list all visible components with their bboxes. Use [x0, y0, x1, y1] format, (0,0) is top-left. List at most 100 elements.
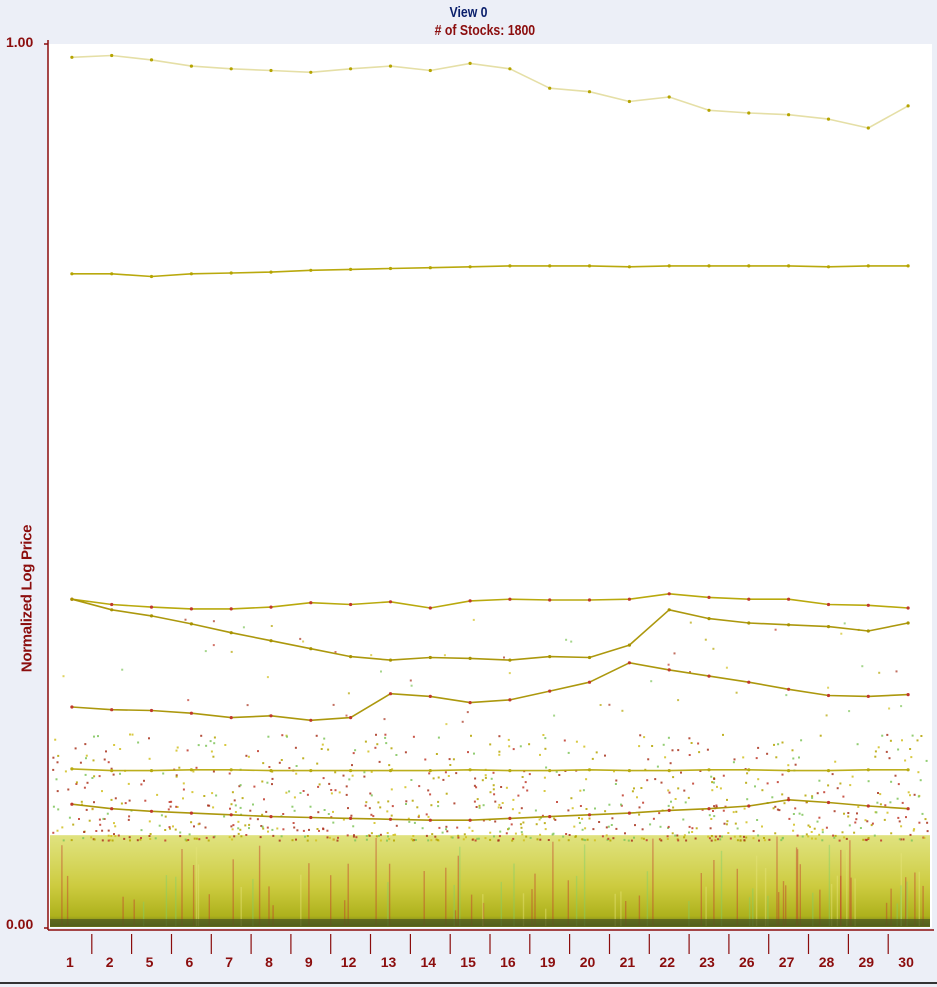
data-point — [428, 606, 432, 610]
data-point — [388, 600, 393, 604]
data-point — [508, 264, 512, 268]
data-point — [587, 264, 592, 268]
data-point — [906, 621, 910, 625]
data-point — [787, 687, 791, 691]
data-point — [349, 816, 353, 821]
data-point — [866, 603, 870, 607]
data-point — [548, 264, 552, 268]
data-point — [826, 800, 831, 805]
data-point — [428, 655, 432, 660]
data-point — [229, 67, 233, 71]
x-tick-label: 22 — [659, 954, 675, 970]
data-point — [747, 621, 751, 625]
x-tick-label: 9 — [305, 954, 313, 970]
data-point — [110, 53, 114, 58]
data-point — [787, 264, 791, 268]
y-tick-min: 0.00 — [6, 916, 34, 932]
x-tick-label: 13 — [381, 954, 397, 970]
data-point — [269, 769, 273, 773]
data-point — [906, 807, 910, 811]
data-point — [149, 605, 154, 609]
data-point — [388, 692, 393, 696]
data-point — [428, 694, 432, 699]
data-point — [508, 698, 512, 702]
data-point — [587, 813, 592, 817]
data-point — [110, 708, 114, 712]
data-point — [747, 597, 751, 601]
data-point — [667, 264, 671, 268]
data-point — [627, 265, 632, 269]
data-point — [747, 680, 751, 684]
data-point — [508, 816, 512, 821]
data-point — [866, 694, 870, 699]
data-point — [229, 631, 233, 635]
data-point — [906, 104, 910, 108]
x-tick-label: 1 — [66, 954, 74, 970]
data-point — [149, 58, 154, 62]
data-point — [906, 264, 910, 268]
data-point — [468, 599, 472, 603]
data-point — [468, 818, 472, 822]
data-point — [826, 265, 831, 269]
data-point — [866, 804, 870, 808]
data-point — [110, 769, 114, 773]
data-point — [787, 597, 791, 601]
data-point — [906, 606, 910, 610]
data-point — [349, 267, 353, 271]
y-tick-max: 1.00 — [6, 34, 34, 50]
chart-title: View 0 — [449, 4, 488, 21]
data-point — [508, 67, 512, 71]
x-tick-label: 30 — [898, 954, 914, 970]
data-point — [309, 769, 313, 773]
data-point — [627, 597, 632, 601]
data-point — [866, 264, 870, 268]
x-tick-label: 16 — [500, 954, 516, 970]
data-point — [548, 769, 552, 773]
data-point — [787, 623, 791, 627]
x-tick-label: 29 — [859, 954, 875, 970]
data-point — [707, 617, 711, 621]
data-point — [110, 272, 114, 276]
data-point — [309, 70, 313, 74]
data-point — [388, 817, 393, 821]
data-point — [866, 768, 870, 772]
data-point — [229, 716, 233, 720]
data-point — [787, 769, 791, 773]
data-point — [70, 705, 74, 709]
data-point — [826, 602, 831, 607]
data-point — [349, 602, 353, 607]
data-point — [548, 689, 552, 693]
data-point — [269, 605, 273, 609]
data-point — [269, 714, 273, 718]
series-2 — [70, 597, 910, 662]
x-tick-label: 19 — [540, 954, 556, 970]
data-point — [548, 86, 552, 90]
data-point — [787, 113, 791, 117]
data-point — [70, 767, 74, 771]
data-point — [866, 126, 870, 130]
data-point — [149, 809, 154, 813]
data-point — [667, 808, 671, 813]
data-point — [189, 711, 193, 715]
data-point — [309, 647, 313, 651]
series-0 — [70, 264, 910, 279]
data-point — [189, 622, 193, 626]
data-point — [189, 272, 193, 276]
data-point — [428, 769, 432, 773]
x-tick-label: 14 — [421, 954, 437, 970]
data-point — [508, 658, 512, 662]
data-point — [269, 815, 273, 819]
x-tick-label: 5 — [146, 954, 154, 970]
data-point — [309, 815, 313, 820]
data-point — [707, 674, 711, 678]
data-point — [747, 264, 751, 268]
data-point — [229, 607, 233, 611]
data-point — [468, 61, 472, 65]
data-point — [309, 601, 313, 605]
data-point — [269, 68, 273, 73]
data-point — [149, 769, 154, 773]
data-point — [508, 769, 512, 773]
x-tick-label: 26 — [739, 954, 755, 970]
data-point — [468, 265, 472, 269]
data-point — [548, 655, 552, 659]
